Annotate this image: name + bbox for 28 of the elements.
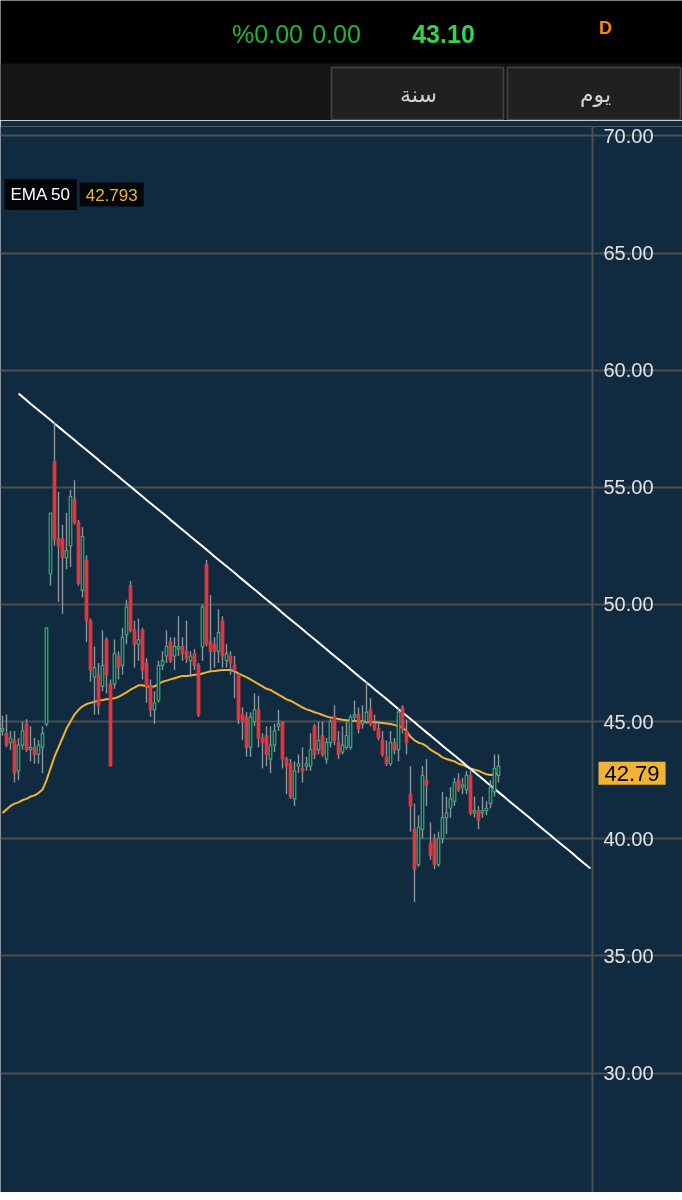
text: 0.00 xyxy=(312,19,361,48)
text: %0.00 xyxy=(232,19,303,48)
y-tick-label: 65.00 xyxy=(603,242,654,265)
text: EMA 50 xyxy=(10,185,71,204)
text: سنة xyxy=(400,82,437,107)
y-tick-label: 30.00 xyxy=(603,1062,654,1085)
text: D xyxy=(599,17,612,38)
candlestick xyxy=(480,795,485,819)
y-tick-label: 60.00 xyxy=(603,359,654,382)
y-tick-label: 55.00 xyxy=(603,476,654,499)
y-tick-label: 45.00 xyxy=(603,710,654,733)
annotation: 42.793 xyxy=(85,185,138,205)
candlestick xyxy=(360,704,365,730)
candlestick xyxy=(340,725,345,756)
line-series xyxy=(17,392,592,870)
text: يوم xyxy=(579,82,612,107)
y-tick-label: 70.00 xyxy=(603,124,654,147)
y-tick-label: 40.00 xyxy=(603,827,654,850)
candlestick xyxy=(228,650,233,676)
text: 43.10 xyxy=(412,19,475,48)
y-tick-label: 35.00 xyxy=(603,944,654,967)
candlestick xyxy=(296,753,301,774)
y-tick-label: 50.00 xyxy=(603,593,654,616)
candlestick xyxy=(152,690,157,725)
candlestick xyxy=(276,709,281,732)
text: 42.79 xyxy=(604,760,660,786)
candlestick xyxy=(176,615,181,657)
candlestick xyxy=(472,795,477,819)
